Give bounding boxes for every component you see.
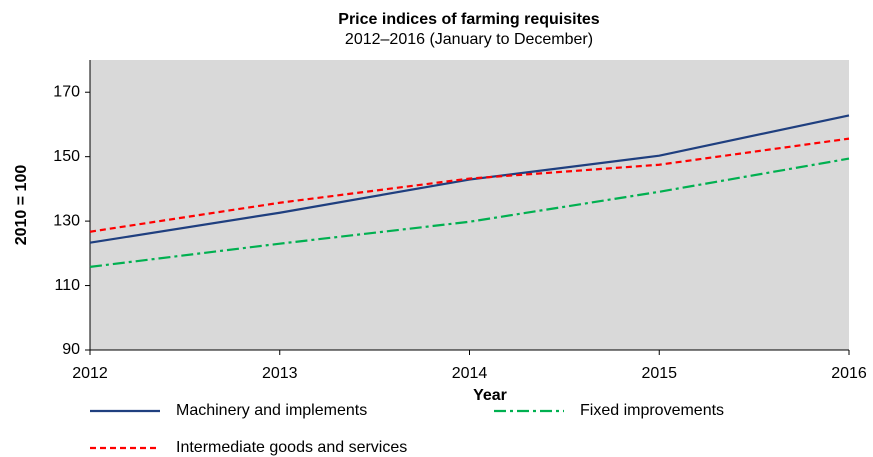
series-line bbox=[89, 157, 850, 268]
legend-label: Fixed improvements bbox=[580, 402, 724, 419]
series-line bbox=[89, 137, 850, 233]
legend-label: Intermediate goods and services bbox=[176, 439, 407, 456]
y-tick-label: 110 bbox=[54, 277, 80, 294]
y-tick-label: 130 bbox=[53, 212, 80, 229]
y-axis-label: 2010 = 100 bbox=[13, 165, 30, 246]
x-tick-label: 2013 bbox=[262, 365, 298, 382]
x-axis-label: Year bbox=[473, 387, 507, 404]
x-tick-label: 2012 bbox=[72, 365, 108, 382]
chart-title: Price indices of farming requisites bbox=[338, 11, 600, 28]
x-tick-label: 2016 bbox=[831, 365, 867, 382]
y-tick-label: 170 bbox=[53, 83, 80, 100]
x-tick-label: 2015 bbox=[641, 365, 677, 382]
legend-label: Machinery and implements bbox=[176, 402, 367, 419]
chart-subtitle: 2012–2016 (January to December) bbox=[345, 31, 593, 48]
x-tick-label: 2014 bbox=[452, 365, 488, 382]
y-tick-label: 90 bbox=[62, 341, 80, 358]
plot-area bbox=[90, 60, 849, 350]
y-tick-label: 150 bbox=[53, 148, 80, 165]
